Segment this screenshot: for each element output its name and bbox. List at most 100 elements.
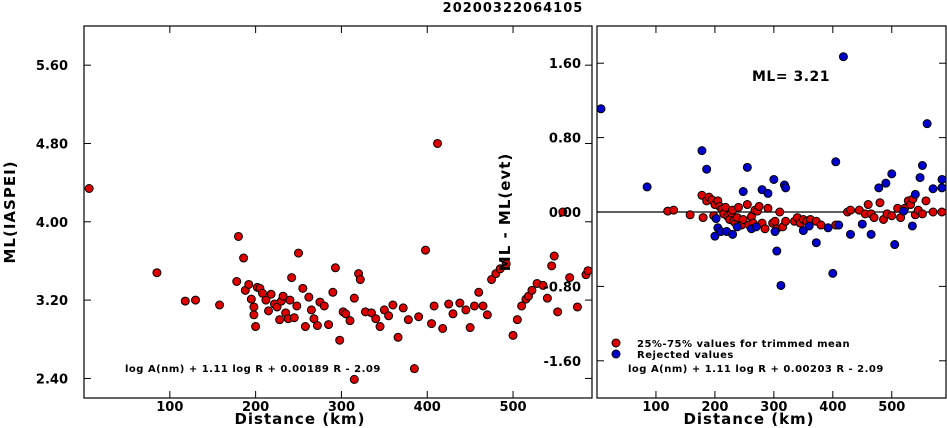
- left-data-point: [324, 320, 334, 330]
- left-data-point: [289, 313, 299, 323]
- left-data-point: [298, 283, 308, 293]
- left-data-point: [232, 277, 242, 287]
- right-data-point: [781, 216, 791, 226]
- right-data-point: [863, 200, 873, 210]
- left-data-point: [319, 301, 329, 311]
- left-data-point: [349, 293, 359, 303]
- left-data-point: [508, 330, 518, 340]
- right-y-tick-label: 0.00: [549, 206, 581, 221]
- right-y-tick-label: 1.60: [549, 57, 581, 72]
- left-data-point: [409, 364, 419, 374]
- right-data-point: [754, 201, 764, 211]
- left-data-point: [455, 298, 465, 308]
- left-data-point: [304, 292, 314, 302]
- right-data-point-rejected: [881, 178, 891, 188]
- left-data-point: [249, 310, 259, 320]
- left-data-point: [349, 374, 359, 384]
- left-data-point: [501, 259, 511, 269]
- left-data-point: [312, 321, 322, 331]
- left-data-point: [191, 295, 201, 305]
- legend-marker-rejected: [611, 349, 621, 359]
- right-data-point-rejected: [922, 119, 932, 129]
- right-data-point-rejected: [710, 231, 720, 241]
- left-data-point: [328, 287, 338, 297]
- right-data-point-rejected: [890, 240, 900, 250]
- left-data-point: [278, 291, 288, 301]
- right-data-point-rejected: [899, 206, 909, 216]
- left-data-point: [495, 264, 505, 274]
- right-data-point-rejected: [711, 214, 721, 224]
- right-data-point-rejected: [838, 52, 848, 62]
- left-data-point: [482, 310, 492, 320]
- right-data-point: [869, 213, 879, 223]
- left-data-point: [244, 279, 254, 289]
- right-data-point: [742, 200, 752, 210]
- right-x-tick-label: 500: [878, 400, 905, 415]
- right-data-point: [738, 214, 748, 224]
- left-data-point: [261, 295, 271, 305]
- left-data-point: [285, 295, 295, 305]
- right-data-point-rejected: [874, 183, 884, 193]
- left-data-point: [379, 305, 389, 315]
- right-data-point-rejected: [823, 223, 833, 233]
- left-data-point: [444, 299, 454, 309]
- left-data-point: [565, 273, 575, 283]
- right-data-point-rejected: [697, 146, 707, 156]
- left-panel-ml-iaspei: 100 200 300 400 500 2.40 3.20 4.00 4.80 5.60 Dist…: [1, 25, 593, 428]
- left-x-tick-label: 300: [328, 400, 355, 415]
- left-data-point: [371, 314, 381, 324]
- left-data-point: [474, 287, 484, 297]
- right-ticks: 100 200 300 400 500 -1.60 -0.80 0.00 0.80 1.60: [544, 26, 946, 415]
- left-data-point: [335, 335, 345, 345]
- left-data-point: [427, 319, 437, 329]
- right-data-point: [685, 210, 695, 220]
- right-data-point-rejected: [887, 169, 897, 179]
- left-x-tick-label: 400: [414, 400, 441, 415]
- left-data-point: [487, 275, 497, 285]
- right-data-point-rejected: [811, 238, 821, 248]
- left-data-point: [266, 289, 276, 299]
- left-data-point: [275, 315, 285, 325]
- right-data-point-rejected: [866, 229, 876, 239]
- left-data-point: [583, 266, 593, 276]
- left-data-point: [512, 315, 522, 325]
- left-data-point: [263, 306, 273, 316]
- right-data-point-rejected: [937, 183, 947, 193]
- right-data-point-rejected: [804, 221, 814, 231]
- right-data-point: [669, 205, 679, 215]
- legend-marker-trimmed: [611, 338, 621, 348]
- left-plot-frame: [83, 25, 593, 399]
- left-y-tick-label: 4.00: [36, 216, 68, 231]
- right-data-point: [875, 198, 885, 208]
- right-data-point: [917, 209, 927, 219]
- left-data-point: [366, 308, 376, 318]
- left-data-point: [272, 302, 282, 312]
- right-data-point-rejected: [915, 173, 925, 183]
- right-data-point: [760, 224, 770, 234]
- right-x-tick-label: 300: [760, 400, 787, 415]
- right-y-tick-label: -0.80: [544, 280, 581, 295]
- right-data-point: [845, 205, 855, 215]
- left-data-point: [300, 322, 310, 332]
- right-data-point: [775, 207, 785, 217]
- right-data-point-rejected: [738, 187, 748, 197]
- right-data-point: [733, 202, 743, 212]
- legend: 25%-75% values for trimmed mean Rejected…: [611, 338, 850, 361]
- left-data-point: [398, 303, 408, 313]
- right-data-point-rejected: [798, 226, 808, 236]
- left-data-point: [294, 248, 304, 258]
- right-x-axis-label: Distance (km): [683, 410, 814, 428]
- left-data-point: [292, 301, 302, 311]
- right-data-point-rejected: [642, 182, 652, 192]
- ml-value-label: ML= 3.21: [752, 69, 830, 85]
- left-ticks: 100 200 300 400 500 2.40 3.20 4.00 4.80 5.60: [36, 26, 592, 415]
- right-data-point-rejected: [769, 174, 779, 184]
- left-data-point: [215, 300, 225, 310]
- left-data-point: [388, 300, 398, 310]
- left-x-tick-label: 200: [242, 400, 269, 415]
- right-data-point-rejected: [845, 229, 855, 239]
- left-data-point: [542, 293, 552, 303]
- legend-label-rejected: Rejected values: [637, 350, 734, 361]
- right-data-point: [921, 196, 931, 206]
